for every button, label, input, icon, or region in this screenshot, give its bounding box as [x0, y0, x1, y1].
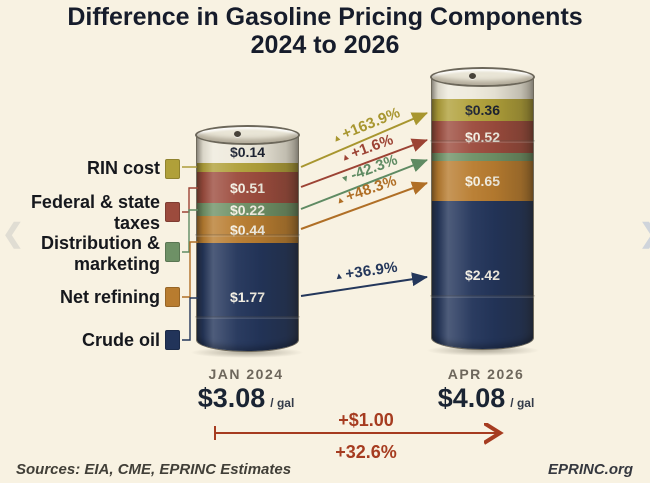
sources-note: Sources: EIA, CME, EPRINC Estimates: [16, 461, 292, 478]
up-triangle-icon: ▲: [333, 270, 345, 282]
segment-jan-2024-federal-state-taxes: $0.51: [197, 172, 298, 203]
segment-value-label: $0.14: [229, 144, 266, 160]
eprinc-site-label: EPRINC.org: [547, 461, 633, 478]
legend-label-federal-state-taxes: Federal & state taxes: [30, 192, 160, 233]
total-price-2024: $3.08 / gal: [146, 383, 346, 414]
segment-value-label: $0.36: [464, 102, 501, 118]
total-price-2026: $4.08 / gal: [386, 383, 586, 414]
barrel-shadow-2026: [426, 345, 540, 356]
up-triangle-icon: ▲: [339, 150, 352, 164]
total-change-amount: +$1.00: [338, 410, 394, 430]
barrel-bung-icon: [234, 131, 242, 137]
chart-title: Difference in Gasoline Pricing Component…: [0, 3, 650, 59]
legend-swatch-rin-cost: [165, 159, 180, 179]
change-label-crude-oil: ▲+36.9%: [305, 255, 426, 289]
legend-label-crude-oil: Crude oil: [81, 330, 160, 350]
segment-apr-2026-crude-oil: $2.42: [432, 201, 533, 349]
barrel-apr-2026: $0.36 $0.52 $0.65 $2.42: [430, 67, 535, 350]
price-unit-label: / gal: [270, 396, 295, 410]
segment-value-label: $1.77: [229, 289, 266, 305]
legend-swatch-federal-state-taxes: [165, 202, 180, 222]
segment-apr-2026-net-refining: $0.65: [432, 161, 533, 201]
legend-label-rin-cost: RIN cost: [86, 158, 160, 178]
segment-apr-2026-rin-cost: $0.36: [432, 99, 533, 121]
barrel-jan-2024: $0.14 $0.51 $0.22 $0.44 $1.77: [195, 125, 300, 352]
barrel-segments-2024: $0.14 $0.51 $0.22 $0.44 $1.77: [197, 135, 298, 351]
barrel-bung-icon: [469, 73, 477, 79]
chart-title-line2: 2024 to 2026: [250, 31, 400, 59]
segment-jan-2024-net-refining: $0.44: [197, 216, 298, 243]
segment-apr-2026-federal-state-taxes: $0.52: [432, 121, 533, 153]
segment-value-label: $0.51: [229, 179, 266, 196]
change-pct-text: +36.9%: [344, 258, 399, 283]
category-label-apr-2026: APR 2026: [447, 366, 525, 382]
barrel-lid-2026: [430, 67, 535, 87]
legend-label-distribution-marketing: Distribution & marketing: [41, 233, 160, 274]
segment-jan-2024-crude-oil: $1.77: [197, 243, 298, 351]
total-price-value: $4.08: [437, 383, 506, 413]
barrel-shadow-2024: [190, 347, 304, 358]
segment-value-label: $0.65: [464, 173, 501, 189]
segment-jan-2024-rin-cost: $0.14: [197, 144, 298, 172]
segment-jan-2024-distribution-marketing: $0.22: [197, 201, 298, 218]
total-change-percent: +32.6%: [335, 442, 397, 462]
category-label-jan-2024: JAN 2024: [208, 366, 284, 382]
segment-value-label: $0.44: [229, 221, 266, 238]
barrel-lid-2024: [195, 125, 300, 145]
segment-value-label: $2.42: [464, 267, 501, 283]
legend-swatch-net-refining: [165, 287, 180, 307]
price-unit-label: / gal: [510, 396, 535, 410]
chart-title-line1: Difference in Gasoline Pricing Component…: [67, 3, 583, 31]
legend-swatch-distribution-marketing: [165, 242, 180, 262]
segment-value-label: $0.52: [464, 129, 501, 145]
carousel-prev-icon[interactable]: ❮: [2, 218, 24, 248]
segment-value-label: $0.22: [229, 201, 266, 218]
carousel-next-icon[interactable]: ❯: [639, 218, 650, 248]
barrel-segments-2026: $0.36 $0.52 $0.65 $2.42: [432, 77, 533, 349]
legend-swatch-crude-oil: [165, 330, 180, 350]
total-price-value: $3.08: [197, 383, 266, 413]
segment-apr-2026-distribution-marketing: [432, 153, 533, 161]
legend-label-net-refining: Net refining: [59, 287, 160, 307]
